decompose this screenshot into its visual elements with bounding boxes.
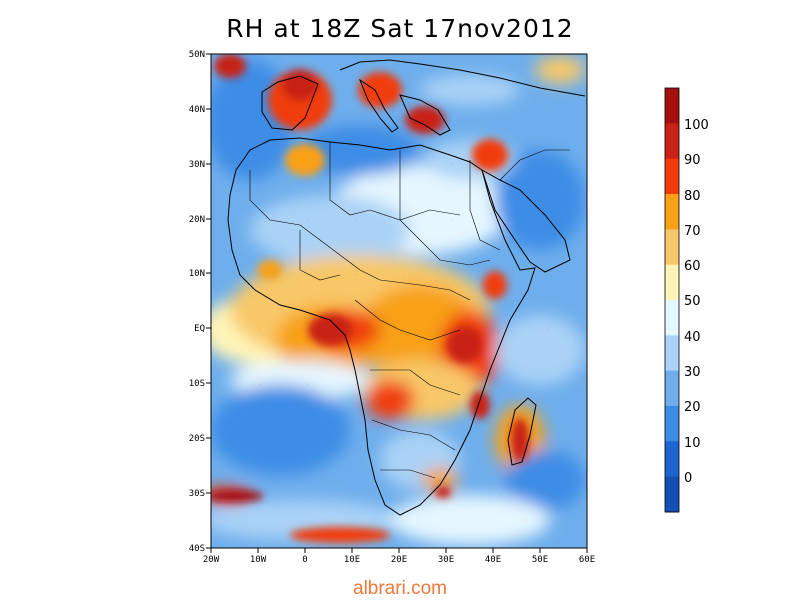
colorbar-swatch (665, 476, 679, 513)
lat-label: 40S (189, 544, 205, 554)
latitude-labels: 50N 40N 30N 20N 10N EQ 10S 20S 30S 40S (189, 50, 211, 554)
colorbar-swatch (665, 264, 679, 301)
map-title: RH at 18Z Sat 17nov2012 (226, 14, 574, 43)
colorbar-label: 60 (684, 259, 701, 274)
colorbar-swatches (665, 88, 679, 513)
colorbar-swatch (665, 88, 679, 124)
colorbar-swatch (665, 335, 679, 372)
colorbar-label: 40 (684, 330, 701, 345)
colorbar-swatch (665, 370, 679, 407)
colorbar-label: 70 (684, 224, 701, 239)
colorbar-swatch (665, 441, 679, 478)
colorbar-label: 100 (684, 118, 709, 133)
map-plot-area (211, 54, 587, 548)
lat-label: 20S (189, 434, 205, 444)
colorbar-swatch (665, 300, 679, 336)
lon-label: 20W (203, 555, 220, 565)
watermark-text: albrari.com (353, 578, 447, 599)
colorbar-labels: 100 90 80 70 60 50 40 30 20 10 0 (684, 118, 709, 486)
grid-dots (211, 54, 587, 548)
lon-label: 10E (344, 555, 360, 565)
lon-label: 60E (579, 555, 595, 565)
colorbar-label: 50 (684, 294, 701, 309)
colorbar: 100 90 80 70 60 50 40 30 20 10 0 (664, 87, 709, 513)
colorbar-frame (664, 87, 680, 513)
colorbar-label: 10 (684, 436, 701, 451)
colorbar-label: 80 (684, 189, 701, 204)
lat-label: EQ (194, 324, 205, 334)
lon-label: 0 (302, 555, 307, 565)
lon-label: 50E (532, 555, 548, 565)
lon-label: 10W (250, 555, 267, 565)
colorbar-label: 30 (684, 365, 701, 380)
lat-label: 50N (189, 50, 205, 60)
colorbar-label: 20 (684, 400, 701, 415)
colorbar-label: 0 (684, 471, 692, 486)
lat-label: 30N (189, 160, 205, 170)
lat-label: 10S (189, 379, 205, 389)
colorbar-label: 90 (684, 153, 701, 168)
lat-label: 10N (189, 269, 205, 279)
lat-label: 40N (189, 105, 205, 115)
colorbar-swatch (665, 123, 679, 160)
lon-label: 30E (438, 555, 454, 565)
colorbar-swatch (665, 229, 679, 266)
colorbar-swatch (665, 194, 679, 230)
lon-label: 40E (485, 555, 501, 565)
colorbar-swatch (665, 406, 679, 442)
lon-label: 20E (391, 555, 407, 565)
lat-label: 20N (189, 215, 205, 225)
lat-label: 30S (189, 489, 205, 499)
longitude-labels: 20W 10W 0 10E 20E 30E 40E 50E 60E (203, 548, 595, 565)
colorbar-swatch (665, 158, 679, 195)
